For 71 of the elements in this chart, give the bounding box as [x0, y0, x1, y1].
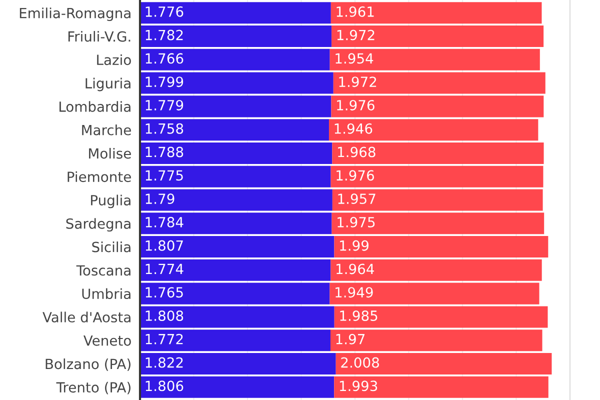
data-label: 1.765	[146, 287, 183, 298]
data-label: 1.807	[146, 240, 183, 251]
y-tick-label: Umbria	[82, 288, 130, 300]
y-tick-label: Trento (PA)	[56, 382, 130, 394]
data-label: 1.985	[340, 310, 378, 321]
data-label: 1.806	[146, 380, 184, 392]
data-label: 1.972	[339, 76, 376, 88]
y-tick-label: Marche	[82, 124, 131, 136]
y-tick-label: Sicilia	[92, 242, 130, 252]
bar	[140, 25, 332, 48]
data-label: 1.822	[146, 357, 183, 368]
y-tick-label: Toscana	[76, 265, 130, 276]
data-label: 1.99	[340, 240, 368, 251]
bar	[140, 142, 332, 164]
data-label: 1.946	[334, 123, 372, 134]
data-label: 1.957	[338, 194, 376, 204]
data-label: 1.975	[338, 216, 375, 228]
bar	[330, 2, 542, 24]
data-label: 1.775	[146, 170, 183, 181]
bar	[140, 236, 334, 258]
data-label: 1.779	[146, 100, 184, 110]
y-tick-label: Liguria	[86, 78, 130, 92]
bar	[334, 376, 548, 398]
data-label: 1.808	[146, 310, 184, 321]
data-label: 2.008	[341, 357, 379, 368]
y-tick-label: Piemonte	[68, 171, 131, 182]
y-tick-label: Emilia-Romagna	[20, 8, 130, 22]
data-label: 1.776	[146, 6, 184, 17]
data-label: 1.949	[336, 287, 373, 298]
bar	[334, 236, 548, 258]
bar	[330, 259, 542, 281]
data-label: 1.97	[336, 334, 365, 344]
bar	[336, 352, 552, 375]
data-label: 1.976	[337, 100, 374, 110]
y-tick-label: Friuli-V.G.	[68, 30, 130, 42]
bar	[140, 48, 330, 70]
bar	[140, 259, 331, 281]
y-tick-label: Puglia	[91, 194, 130, 208]
y-tick-label: Sardegna	[66, 218, 130, 232]
y-tick-label: Lazio	[97, 54, 131, 66]
y-tick-label: Valle d'Aosta	[42, 312, 130, 322]
bar	[330, 48, 540, 70]
bar	[332, 25, 544, 48]
bar	[140, 330, 330, 352]
data-label: 1.788	[146, 146, 184, 158]
data-label: 1.972	[337, 30, 374, 40]
data-label: 1.993	[340, 380, 378, 392]
data-label: 1.961	[336, 6, 374, 17]
bar	[140, 119, 329, 141]
data-label: 1.766	[146, 53, 184, 64]
data-label: 1.964	[336, 264, 374, 274]
data-label: 1.968	[338, 146, 376, 158]
bar	[140, 376, 334, 398]
y-tick-label: Bolzano (PA)	[46, 358, 130, 371]
y-tick-label: Molise	[89, 148, 131, 159]
y-tick-label: Veneto	[84, 336, 131, 346]
data-label: 1.772	[146, 334, 183, 344]
data-label: 1.954	[336, 53, 374, 64]
bar	[332, 142, 544, 164]
y-tick-label: Lombardia	[60, 101, 130, 112]
data-label: 1.774	[146, 264, 184, 274]
bar	[140, 352, 336, 375]
data-label: 1.782	[146, 30, 183, 40]
bar	[330, 330, 542, 352]
data-label: 1.799	[146, 76, 184, 88]
data-label: 1.976	[336, 170, 374, 181]
data-label: 1.79	[146, 194, 174, 204]
data-label: 1.758	[146, 123, 184, 134]
bar	[328, 119, 538, 141]
bar	[140, 2, 331, 24]
data-label: 1.784	[146, 216, 184, 228]
